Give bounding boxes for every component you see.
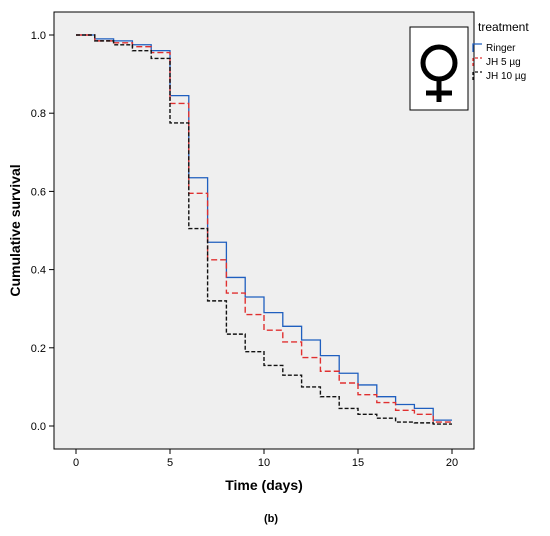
series-layer bbox=[76, 34, 452, 425]
x-axis: 0 5 10 15 20 bbox=[73, 449, 458, 469]
series-line-2 bbox=[76, 34, 452, 423]
legend-swatch bbox=[472, 71, 482, 80]
y-axis-label: Cumulative survival bbox=[7, 164, 23, 296]
x-tick-label: 0 bbox=[73, 457, 79, 469]
x-tick-label: 15 bbox=[352, 457, 364, 469]
series-line-3 bbox=[76, 34, 452, 425]
y-tick-label: 0.4 bbox=[31, 265, 46, 277]
legend-label: JH 10 µg bbox=[486, 71, 526, 82]
y-tick-label: 0.2 bbox=[31, 343, 46, 355]
legend-entry: Ringer bbox=[472, 43, 516, 54]
legend-label: Ringer bbox=[486, 43, 516, 54]
legend-entry: JH 10 µg bbox=[472, 71, 526, 82]
legend: treatment Ringer JH 5 µg JH 10 µg bbox=[472, 20, 529, 82]
series-line-1 bbox=[76, 34, 452, 421]
legend-label: JH 5 µg bbox=[486, 57, 521, 68]
female-symbol-icon bbox=[420, 44, 458, 102]
legend-title: treatment bbox=[478, 20, 529, 34]
female-symbol-box bbox=[409, 26, 469, 111]
x-tick-label: 20 bbox=[446, 457, 458, 469]
y-tick-label: 0.8 bbox=[31, 108, 46, 120]
legend-swatch bbox=[472, 57, 482, 66]
y-tick-label: 1.0 bbox=[31, 30, 46, 42]
plot-area bbox=[53, 11, 475, 450]
y-tick-label: 0.6 bbox=[31, 186, 46, 198]
x-tick-label: 10 bbox=[258, 457, 270, 469]
x-axis-label: Time (days) bbox=[225, 477, 303, 493]
figure-caption: (b) bbox=[264, 513, 278, 525]
legend-entry: JH 5 µg bbox=[472, 57, 521, 68]
legend-swatch bbox=[472, 43, 482, 52]
y-tick-label: 0.0 bbox=[31, 421, 46, 433]
x-tick-label: 5 bbox=[167, 457, 173, 469]
y-axis: 0.0 0.2 0.4 0.6 0.8 1.0 bbox=[31, 30, 54, 433]
